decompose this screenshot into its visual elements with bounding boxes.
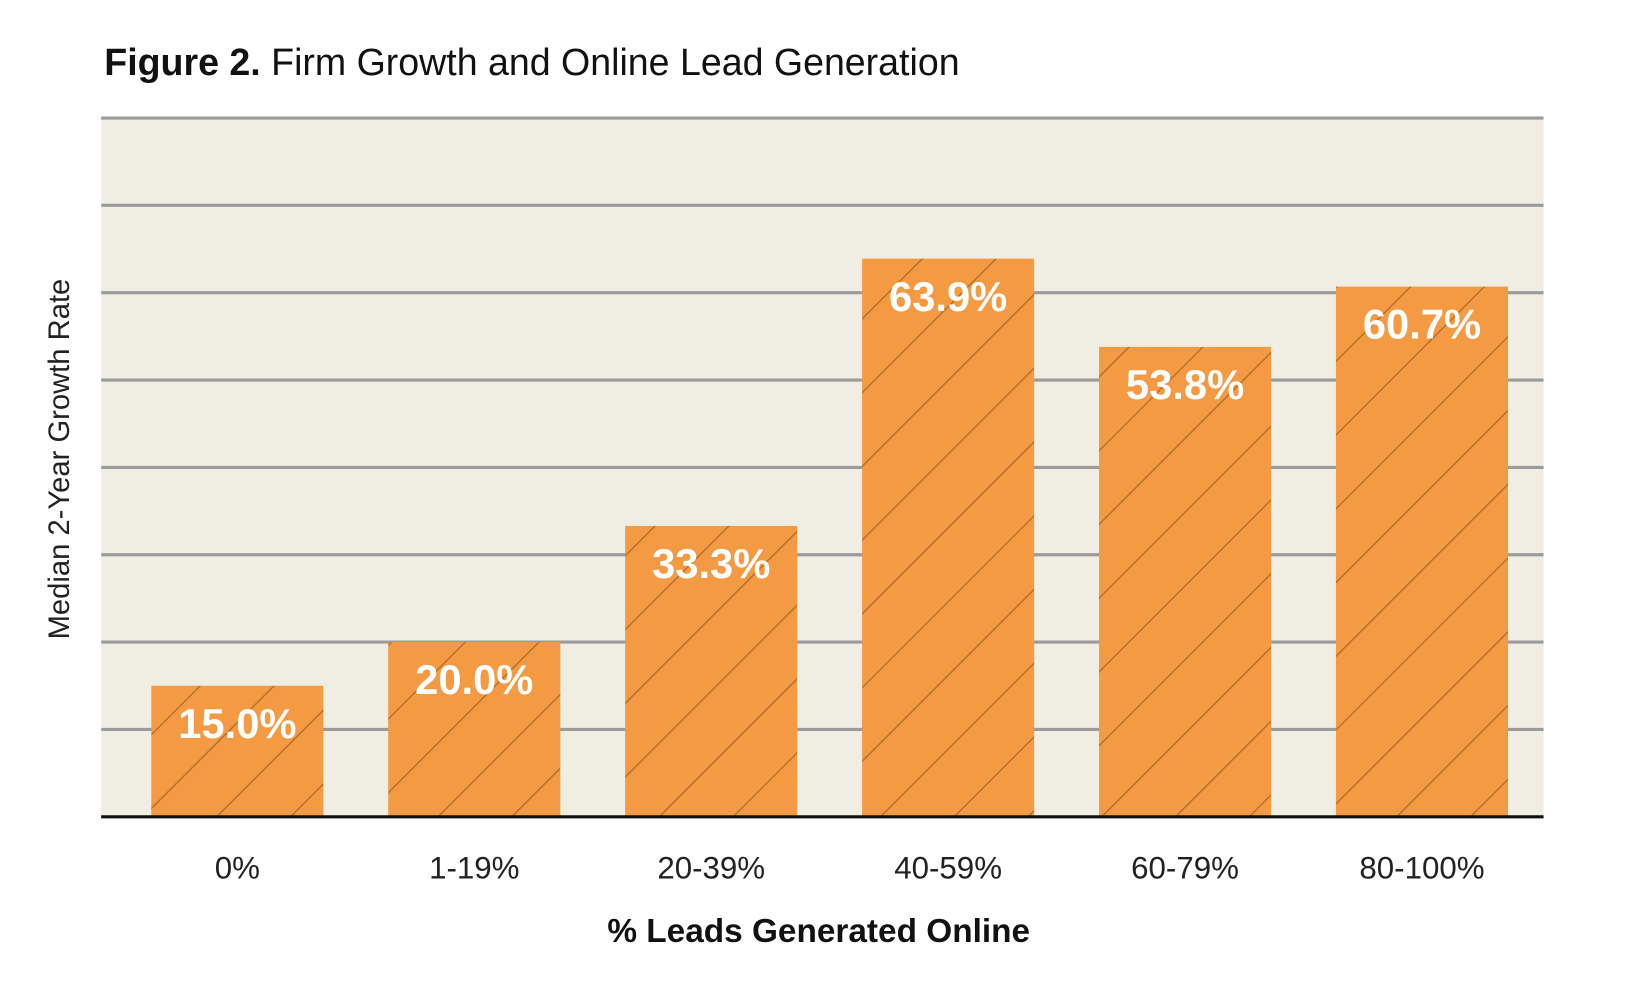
x-tick-label: 20-39% [657,850,765,885]
data-label: 33.3% [652,540,770,587]
bar [862,258,1035,817]
x-tick-label: 60-79% [1131,850,1239,885]
bar [388,642,561,817]
y-axis-label: Median 2-Year Growth Rate [44,279,76,640]
chart-title: Figure 2. Firm Growth and Online Lead Gen… [104,41,959,83]
x-axis-label: % Leads Generated Online [607,913,1030,950]
data-label: 53.8% [1126,361,1244,408]
data-label: 63.9% [889,273,1007,320]
title-prefix: Figure 2. [104,41,260,83]
x-tick-label: 40-59% [894,850,1002,885]
bar [1099,346,1272,817]
data-label: 15.0% [178,700,296,747]
bar [625,525,798,817]
bar [151,685,324,817]
title-text: Firm Growth and Online Lead Generation [271,41,959,83]
bar [1335,286,1509,817]
data-label: 60.7% [1363,301,1481,348]
x-tick-label: 80-100% [1359,850,1484,885]
x-tick-label: 0% [215,850,260,885]
data-label: 20.0% [415,656,533,703]
x-tick-label: 1-19% [429,850,519,885]
